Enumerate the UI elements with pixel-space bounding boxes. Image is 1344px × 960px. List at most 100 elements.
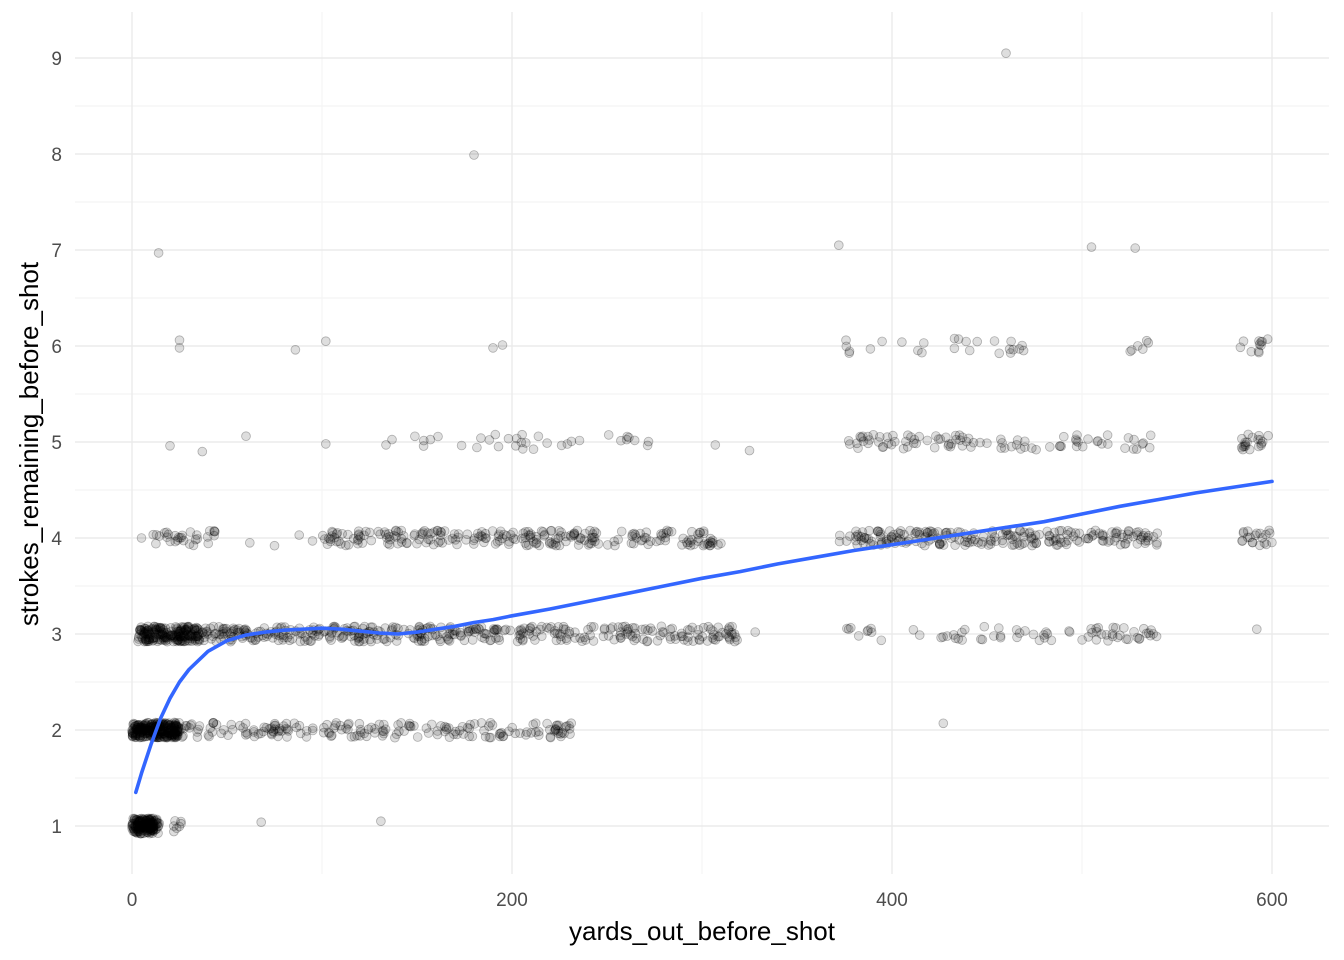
data-point — [320, 336, 331, 347]
data-point — [504, 726, 514, 737]
data-point — [302, 635, 313, 645]
data-point — [1014, 344, 1025, 354]
data-point — [184, 636, 195, 646]
data-point — [161, 633, 172, 643]
data-point — [583, 539, 594, 550]
data-point — [149, 821, 160, 831]
data-point — [487, 720, 498, 730]
data-point — [336, 538, 346, 549]
data-point — [131, 724, 142, 735]
data-point — [856, 432, 866, 443]
data-point — [530, 718, 541, 728]
data-point — [161, 631, 172, 641]
data-point — [144, 819, 154, 829]
data-point — [588, 532, 598, 543]
data-point — [497, 533, 508, 544]
data-point — [139, 627, 150, 638]
data-point — [165, 623, 176, 633]
data-point — [267, 632, 278, 643]
data-point — [744, 445, 755, 456]
data-point — [148, 529, 159, 540]
y-tick-label: 3 — [51, 625, 62, 646]
data-point — [154, 629, 164, 640]
data-point — [393, 720, 403, 730]
data-point — [533, 730, 544, 740]
data-point — [134, 826, 145, 837]
data-point — [165, 726, 175, 737]
data-point — [508, 533, 519, 544]
data-point — [1101, 629, 1112, 640]
data-point — [544, 623, 555, 634]
data-point — [127, 728, 138, 738]
data-point — [413, 636, 424, 646]
data-point — [185, 720, 196, 730]
data-point — [609, 536, 619, 547]
data-point — [153, 828, 163, 838]
data-point — [565, 530, 576, 541]
data-point — [165, 536, 176, 547]
data-point — [934, 538, 945, 549]
data-point — [219, 623, 230, 634]
data-point — [324, 633, 335, 643]
data-point — [165, 720, 175, 730]
data-point — [169, 721, 180, 732]
data-point — [553, 728, 564, 739]
data-point — [349, 731, 360, 742]
data-point — [187, 636, 197, 646]
data-point — [723, 625, 734, 636]
data-point — [190, 534, 201, 545]
data-point — [702, 539, 713, 549]
data-point — [153, 818, 163, 828]
data-point — [152, 636, 163, 647]
data-point — [546, 525, 557, 536]
data-point — [240, 718, 251, 729]
data-point — [162, 731, 173, 742]
data-point — [331, 718, 342, 728]
data-point — [307, 536, 318, 546]
data-point — [550, 724, 561, 735]
data-point — [146, 816, 156, 826]
data-point — [158, 728, 169, 739]
data-point — [717, 627, 727, 638]
data-point — [531, 538, 541, 549]
data-point — [249, 725, 259, 735]
data-point — [353, 633, 364, 643]
data-point — [148, 825, 158, 836]
data-point — [145, 825, 156, 836]
data-point — [167, 726, 177, 737]
data-point — [599, 624, 610, 635]
data-point — [570, 633, 580, 643]
data-point — [423, 534, 434, 545]
data-point — [1109, 536, 1120, 546]
data-point — [1077, 635, 1087, 645]
data-point — [660, 535, 671, 546]
data-point — [149, 628, 160, 638]
data-point — [159, 721, 170, 731]
data-point — [564, 628, 575, 639]
data-point — [396, 525, 407, 536]
data-point — [219, 725, 229, 735]
data-point — [318, 727, 329, 738]
data-point — [205, 623, 216, 634]
data-point — [133, 634, 144, 644]
data-point — [155, 732, 166, 743]
data-point — [132, 826, 143, 837]
data-point — [556, 440, 567, 451]
data-point — [180, 632, 190, 642]
data-point — [154, 818, 165, 829]
data-point — [155, 623, 165, 634]
data-point — [129, 826, 140, 837]
data-point — [510, 728, 521, 739]
data-point — [143, 625, 154, 635]
data-point — [405, 721, 416, 732]
data-point — [159, 635, 169, 645]
data-point — [134, 726, 144, 736]
data-point — [133, 821, 143, 832]
data-point — [417, 529, 428, 539]
data-point — [982, 438, 992, 449]
data-point — [542, 438, 552, 448]
data-point — [590, 536, 600, 547]
data-point — [676, 631, 686, 642]
data-point — [403, 720, 414, 731]
data-point — [665, 631, 675, 642]
